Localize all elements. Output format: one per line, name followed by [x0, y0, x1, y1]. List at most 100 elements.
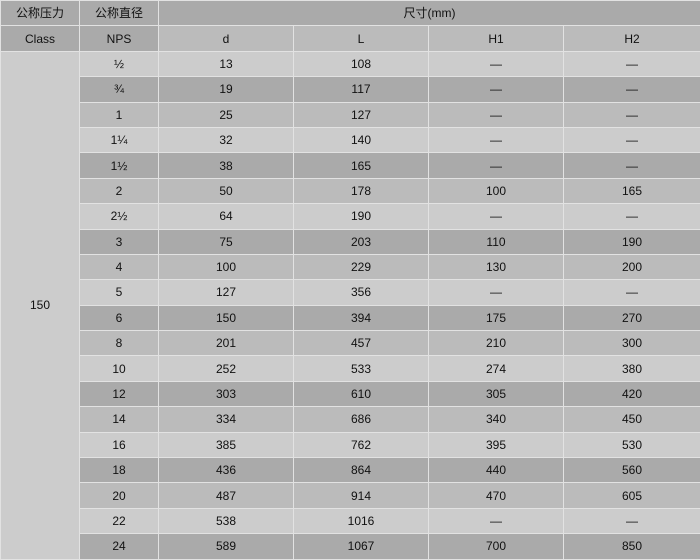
cell-d: 334 [158, 406, 294, 433]
cell-h1: 470 [428, 482, 564, 509]
cell-l: 394 [293, 304, 429, 332]
cell-nps: 6 [79, 304, 159, 332]
cell-nps: ½ [79, 50, 159, 78]
header-nps-cn: 公称直径 [79, 0, 159, 27]
cell-h1: 175 [428, 304, 564, 332]
cell-d: 201 [158, 330, 294, 357]
cell-nps: 8 [79, 330, 159, 357]
header-class-cn: 公称压力 [0, 0, 80, 27]
cell-d: 150 [158, 304, 294, 332]
cell-h1: — [428, 126, 564, 154]
cell-nps: 1½ [79, 152, 159, 179]
table-row: 150 ½ 13 108— — [0, 50, 700, 560]
header-class-en: Class [0, 25, 80, 52]
cell-h1: 100 [428, 177, 564, 205]
cell-l: 117 [293, 76, 429, 103]
cell-h2: 380 [563, 355, 700, 382]
cell-d: 436 [158, 457, 294, 484]
cell-nps: 24 [79, 533, 159, 560]
cell-l: 178 [293, 177, 429, 205]
cell-h1: 110 [428, 228, 564, 255]
cell-d: 589 [158, 533, 294, 560]
table-row: 2½ 64 190— — [1, 203, 700, 230]
cell-nps: 10 [79, 355, 159, 382]
cell-h2: — [563, 507, 700, 535]
cell-h2: 450 [563, 406, 700, 433]
cell-nps: 4 [79, 253, 159, 281]
table-row: 10 252 533 274 380 [1, 355, 700, 382]
cell-h1: 210 [428, 330, 564, 357]
cell-l: 610 [293, 380, 429, 408]
header-dimensions: 尺寸(mm) [158, 0, 700, 27]
cell-h1: 700 [428, 533, 564, 560]
table-row: 1¼ 32 140— — [1, 126, 700, 154]
header-h2: H2 [563, 25, 700, 52]
table-row: 1 25 127— — [1, 101, 700, 128]
cell-h2: 605 [563, 482, 700, 509]
table-row: 1½ 38 165— — [1, 152, 700, 179]
cell-h2: 560 [563, 457, 700, 484]
cell-h1: — [428, 50, 564, 78]
cell-h1: — [428, 76, 564, 103]
cell-l: 108 [293, 50, 429, 78]
cell-h1: 440 [428, 457, 564, 484]
cell-l: 1067 [293, 533, 429, 560]
cell-h1: 395 [428, 431, 564, 459]
cell-h1: — [428, 101, 564, 128]
cell-l: 203 [293, 228, 429, 255]
table-row: 20 487 914 470 605 [1, 482, 700, 509]
cell-h2: 200 [563, 253, 700, 281]
cell-l: 127 [293, 101, 429, 128]
cell-d: 127 [158, 279, 294, 306]
cell-nps: 3 [79, 228, 159, 255]
cell-h1: 340 [428, 406, 564, 433]
cell-nps: 1 [79, 101, 159, 128]
cell-d: 385 [158, 431, 294, 459]
table-row: 16 385 762 395 530 [1, 431, 700, 459]
cell-nps: 14 [79, 406, 159, 433]
cell-d: 64 [158, 203, 294, 230]
cell-h2: 190 [563, 228, 700, 255]
cell-d: 25 [158, 101, 294, 128]
cell-l: 190 [293, 203, 429, 230]
cell-d: 32 [158, 126, 294, 154]
class-value: 150 [0, 50, 80, 560]
cell-l: 165 [293, 152, 429, 179]
cell-h2: 300 [563, 330, 700, 357]
table-row: 18 436 864 440 560 [1, 457, 700, 484]
cell-h1: — [428, 279, 564, 306]
cell-nps: 2½ [79, 203, 159, 230]
table-row: 6 150 394 175 270 [1, 304, 700, 332]
cell-h2: 420 [563, 380, 700, 408]
header-nps-en: NPS [79, 25, 159, 52]
header-d: d [158, 25, 294, 52]
cell-l: 1016 [293, 507, 429, 535]
cell-d: 38 [158, 152, 294, 179]
table-row: 5 127 356— — [1, 279, 700, 306]
cell-l: 140 [293, 126, 429, 154]
cell-h2: — [563, 76, 700, 103]
cell-l: 864 [293, 457, 429, 484]
cell-nps: 22 [79, 507, 159, 535]
cell-h2: — [563, 126, 700, 154]
cell-h1: — [428, 203, 564, 230]
cell-d: 50 [158, 177, 294, 205]
table-row: 8 201 457 210 300 [1, 330, 700, 357]
cell-h2: 530 [563, 431, 700, 459]
cell-l: 914 [293, 482, 429, 509]
header-h1: H1 [428, 25, 564, 52]
cell-h1: — [428, 507, 564, 535]
cell-l: 457 [293, 330, 429, 357]
cell-nps: 18 [79, 457, 159, 484]
cell-nps: 2 [79, 177, 159, 205]
cell-d: 100 [158, 253, 294, 281]
cell-d: 19 [158, 76, 294, 103]
cell-h2: 270 [563, 304, 700, 332]
table-row: 3 75 203 110 190 [1, 228, 700, 255]
cell-h2: — [563, 279, 700, 306]
cell-d: 303 [158, 380, 294, 408]
cell-h2: 165 [563, 177, 700, 205]
cell-h1: — [428, 152, 564, 179]
cell-nps: 20 [79, 482, 159, 509]
